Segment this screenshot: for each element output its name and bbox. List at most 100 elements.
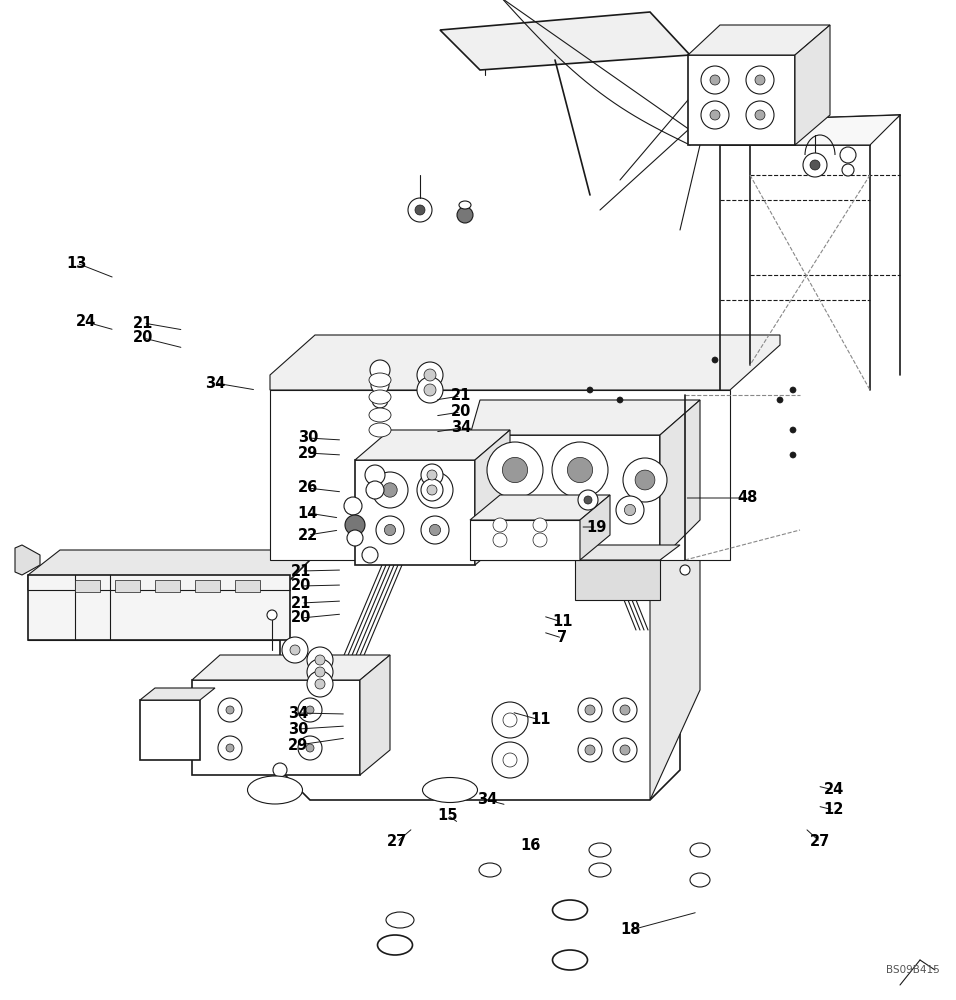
Circle shape bbox=[493, 518, 507, 532]
Circle shape bbox=[427, 485, 437, 495]
Circle shape bbox=[552, 442, 608, 498]
Circle shape bbox=[344, 497, 362, 515]
Circle shape bbox=[503, 457, 528, 483]
Circle shape bbox=[755, 75, 765, 85]
Circle shape bbox=[620, 705, 630, 715]
Polygon shape bbox=[28, 590, 290, 640]
Circle shape bbox=[315, 667, 325, 677]
Circle shape bbox=[508, 523, 522, 537]
Circle shape bbox=[384, 524, 396, 536]
Circle shape bbox=[562, 512, 598, 548]
Circle shape bbox=[315, 679, 325, 689]
Circle shape bbox=[616, 496, 644, 524]
Polygon shape bbox=[580, 495, 610, 560]
Text: 26: 26 bbox=[297, 481, 318, 495]
Circle shape bbox=[315, 655, 325, 665]
Circle shape bbox=[306, 744, 314, 752]
Circle shape bbox=[347, 530, 363, 546]
Text: 14: 14 bbox=[297, 506, 318, 520]
Circle shape bbox=[267, 610, 277, 620]
Circle shape bbox=[424, 384, 436, 396]
Circle shape bbox=[710, 110, 720, 120]
Circle shape bbox=[746, 101, 774, 129]
Polygon shape bbox=[195, 580, 220, 592]
Circle shape bbox=[613, 738, 637, 762]
Ellipse shape bbox=[248, 776, 302, 804]
Circle shape bbox=[421, 479, 443, 501]
Polygon shape bbox=[310, 510, 700, 560]
Text: 48: 48 bbox=[737, 490, 758, 506]
Ellipse shape bbox=[589, 863, 611, 877]
Circle shape bbox=[493, 533, 507, 547]
Text: 30: 30 bbox=[288, 722, 309, 736]
Circle shape bbox=[503, 713, 517, 727]
Ellipse shape bbox=[459, 201, 471, 209]
Polygon shape bbox=[355, 430, 510, 460]
Polygon shape bbox=[360, 655, 390, 775]
Text: 19: 19 bbox=[586, 520, 607, 534]
Text: 22: 22 bbox=[297, 528, 318, 542]
Polygon shape bbox=[28, 550, 320, 590]
Text: 27: 27 bbox=[810, 834, 831, 850]
Circle shape bbox=[790, 387, 796, 393]
Circle shape bbox=[365, 465, 385, 485]
Circle shape bbox=[503, 753, 517, 767]
Polygon shape bbox=[470, 520, 580, 560]
Circle shape bbox=[533, 533, 547, 547]
Circle shape bbox=[376, 516, 404, 544]
Polygon shape bbox=[650, 510, 700, 800]
Polygon shape bbox=[75, 580, 100, 592]
Polygon shape bbox=[575, 545, 680, 560]
Text: 7: 7 bbox=[557, 631, 567, 646]
Circle shape bbox=[382, 483, 397, 497]
Text: 34: 34 bbox=[450, 420, 471, 436]
Ellipse shape bbox=[690, 843, 710, 857]
Circle shape bbox=[290, 645, 300, 655]
Circle shape bbox=[366, 481, 384, 499]
Text: 18: 18 bbox=[620, 922, 641, 938]
Ellipse shape bbox=[369, 423, 391, 437]
Circle shape bbox=[712, 357, 718, 363]
Circle shape bbox=[487, 442, 543, 498]
Circle shape bbox=[840, 147, 856, 163]
Text: 29: 29 bbox=[288, 738, 309, 752]
Polygon shape bbox=[270, 335, 780, 390]
Circle shape bbox=[457, 207, 473, 223]
Circle shape bbox=[427, 470, 437, 480]
Circle shape bbox=[755, 110, 765, 120]
Polygon shape bbox=[270, 390, 730, 560]
Circle shape bbox=[371, 376, 389, 394]
Circle shape bbox=[424, 369, 436, 381]
Polygon shape bbox=[475, 430, 510, 565]
Ellipse shape bbox=[479, 863, 501, 877]
Circle shape bbox=[429, 524, 441, 536]
Circle shape bbox=[370, 360, 390, 380]
Circle shape bbox=[298, 736, 322, 760]
Circle shape bbox=[777, 397, 783, 403]
Text: 21: 21 bbox=[133, 316, 154, 330]
Circle shape bbox=[578, 698, 602, 722]
Polygon shape bbox=[355, 460, 475, 565]
Circle shape bbox=[587, 387, 593, 393]
Text: 20: 20 bbox=[450, 404, 471, 420]
Circle shape bbox=[492, 742, 528, 778]
Circle shape bbox=[710, 75, 720, 85]
Polygon shape bbox=[470, 400, 700, 435]
Polygon shape bbox=[470, 435, 660, 560]
Polygon shape bbox=[115, 580, 140, 592]
Ellipse shape bbox=[378, 935, 412, 955]
Text: 29: 29 bbox=[297, 446, 318, 460]
Circle shape bbox=[417, 472, 453, 508]
Ellipse shape bbox=[369, 373, 391, 387]
Text: 21: 21 bbox=[450, 388, 471, 403]
Circle shape bbox=[624, 504, 636, 516]
Circle shape bbox=[842, 164, 854, 176]
Polygon shape bbox=[140, 700, 200, 760]
Circle shape bbox=[415, 205, 425, 215]
Polygon shape bbox=[688, 25, 830, 55]
Circle shape bbox=[362, 547, 378, 563]
Ellipse shape bbox=[589, 843, 611, 857]
Ellipse shape bbox=[369, 390, 391, 404]
Circle shape bbox=[790, 427, 796, 433]
Text: 34: 34 bbox=[477, 792, 498, 808]
